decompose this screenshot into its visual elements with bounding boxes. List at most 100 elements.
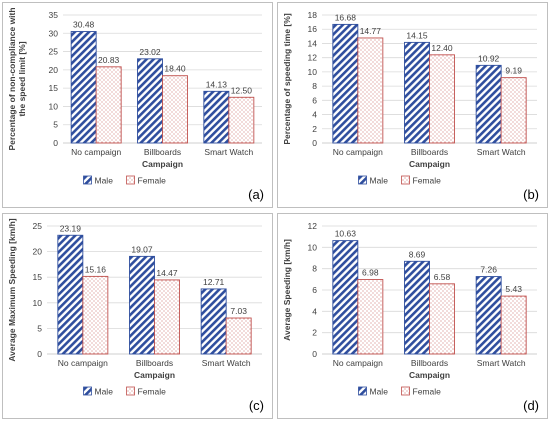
bar-male xyxy=(475,276,502,355)
x-category-label: Smart Watch xyxy=(477,358,526,368)
y-tick-label: 35 xyxy=(49,10,59,20)
y-tick-label: 6 xyxy=(312,95,317,105)
x-axis-title: Campaign xyxy=(409,159,450,169)
chart-c: 0 5 10 15 20 25 23.19 15.16 No campaign 19.07 14.4… xyxy=(7,218,264,413)
y-axis-title: Percentage of non-compliance with xyxy=(7,7,17,150)
bar-male xyxy=(404,41,430,144)
legend-label-female: Female xyxy=(138,387,167,397)
bar-female xyxy=(82,275,109,355)
data-label: 30.48 xyxy=(73,20,95,30)
y-tick-label: 25 xyxy=(49,47,59,57)
panel-label: (d) xyxy=(523,398,539,413)
x-category-label: Smart Watch xyxy=(477,147,526,157)
legend-swatch-male xyxy=(83,386,92,396)
bar-female xyxy=(357,37,384,144)
y-axis-title: Average Speeding [km/h] xyxy=(282,239,292,341)
chart-panel-d: 0 2 4 6 8 10 12 10.63 6.98 No campaign 8.69 6.58 Bil… xyxy=(277,213,548,419)
data-label: 23.02 xyxy=(139,47,161,57)
x-category-label: Billboards xyxy=(136,358,173,368)
data-label: 15.16 xyxy=(85,264,107,274)
data-label: 5.43 xyxy=(505,284,522,294)
data-label: 10.63 xyxy=(335,229,357,239)
data-label: 14.77 xyxy=(360,26,382,36)
x-axis-title: Campaign xyxy=(134,370,175,380)
y-tick-label: 20 xyxy=(33,247,43,257)
legend-label-male: Male xyxy=(370,387,389,397)
y-tick-label: 8 xyxy=(312,264,317,274)
y-tick-label: 8 xyxy=(312,81,317,91)
y-tick-label: 15 xyxy=(49,83,59,93)
panel-label: (a) xyxy=(248,187,264,202)
y-tick-label: 10 xyxy=(49,101,59,111)
legend-swatch-female xyxy=(126,175,135,185)
y-tick-label: 18 xyxy=(308,10,318,20)
data-label: 7.03 xyxy=(230,306,247,316)
bar-male xyxy=(404,260,430,355)
panel-label: (c) xyxy=(249,398,264,413)
bar-male xyxy=(200,288,227,355)
legend-label-male: Male xyxy=(95,387,114,397)
x-category-label: Smart Watch xyxy=(204,147,253,157)
y-tick-label: 4 xyxy=(312,110,317,120)
y-axis-title: Percentage of speeding time [%] xyxy=(282,13,292,144)
legend-swatch-female xyxy=(126,386,135,396)
x-axis-title: Campaign xyxy=(409,370,450,380)
x-category-label: No campaign xyxy=(58,358,108,368)
x-axis-title: Campaign xyxy=(142,159,183,169)
x-category-label: Billboards xyxy=(411,147,448,157)
data-label: 8.69 xyxy=(409,249,426,259)
y-tick-label: 2 xyxy=(312,124,317,134)
y-tick-label: 0 xyxy=(312,349,317,359)
bar-female xyxy=(228,96,255,144)
legend-swatch-male xyxy=(83,175,92,185)
chart-a: 0 5 10 15 20 25 30 35 30.48 20.83 No campaign 23.02… xyxy=(7,7,264,202)
y-tick-label: 2 xyxy=(312,328,317,338)
panel-label: (b) xyxy=(523,187,539,202)
bar-female xyxy=(429,54,455,144)
bar-female xyxy=(162,75,188,144)
chart-d: 0 2 4 6 8 10 12 10.63 6.98 No campaign 8.69 6.58 Bil… xyxy=(282,221,539,413)
y-tick-label: 5 xyxy=(53,120,58,130)
data-label: 9.19 xyxy=(505,66,522,76)
legend-swatch-male xyxy=(358,175,367,185)
y-axis-title: the speed limit [%] xyxy=(17,41,27,116)
legend-label-female: Female xyxy=(138,176,167,186)
legend-swatch-female xyxy=(401,386,410,396)
y-tick-label: 6 xyxy=(312,285,317,295)
x-category-label: No campaign xyxy=(71,147,121,157)
data-label: 6.98 xyxy=(362,268,379,278)
y-tick-label: 20 xyxy=(49,65,59,75)
y-tick-label: 25 xyxy=(33,221,43,231)
bar-male xyxy=(332,240,359,355)
bar-male xyxy=(332,23,359,144)
chart-panel-b: 0 2 4 6 8 10 12 14 16 18 16.68 14.77 No campaign 14.1… xyxy=(277,2,548,208)
x-category-label: Billboards xyxy=(411,358,448,368)
y-tick-label: 12 xyxy=(308,53,318,63)
data-label: 20.83 xyxy=(98,55,120,65)
bar-female xyxy=(95,66,122,144)
data-label: 12.71 xyxy=(203,277,225,287)
bar-male xyxy=(137,58,163,144)
y-tick-label: 10 xyxy=(308,67,318,77)
y-tick-label: 12 xyxy=(308,221,318,231)
data-label: 14.15 xyxy=(406,30,428,40)
x-category-label: No campaign xyxy=(333,358,383,368)
bar-male xyxy=(129,255,155,355)
y-tick-label: 4 xyxy=(312,306,317,316)
bar-female xyxy=(357,279,384,355)
data-label: 7.26 xyxy=(480,265,497,275)
data-label: 14.13 xyxy=(206,79,228,89)
x-category-label: Smart Watch xyxy=(202,358,251,368)
y-tick-label: 0 xyxy=(312,138,317,148)
data-label: 6.58 xyxy=(434,272,451,282)
bar-male xyxy=(475,64,502,144)
chart-panel-a: 0 5 10 15 20 25 30 35 30.48 20.83 No campaign 23.02… xyxy=(2,2,273,208)
legend-label-female: Female xyxy=(413,176,442,186)
legend-swatch-male xyxy=(358,386,367,396)
chart-panel-c: 0 5 10 15 20 25 23.19 15.16 No campaign 19.07 14.4… xyxy=(2,213,273,419)
bar-male xyxy=(70,31,97,144)
legend-label-male: Male xyxy=(95,176,114,186)
x-category-label: No campaign xyxy=(333,147,383,157)
